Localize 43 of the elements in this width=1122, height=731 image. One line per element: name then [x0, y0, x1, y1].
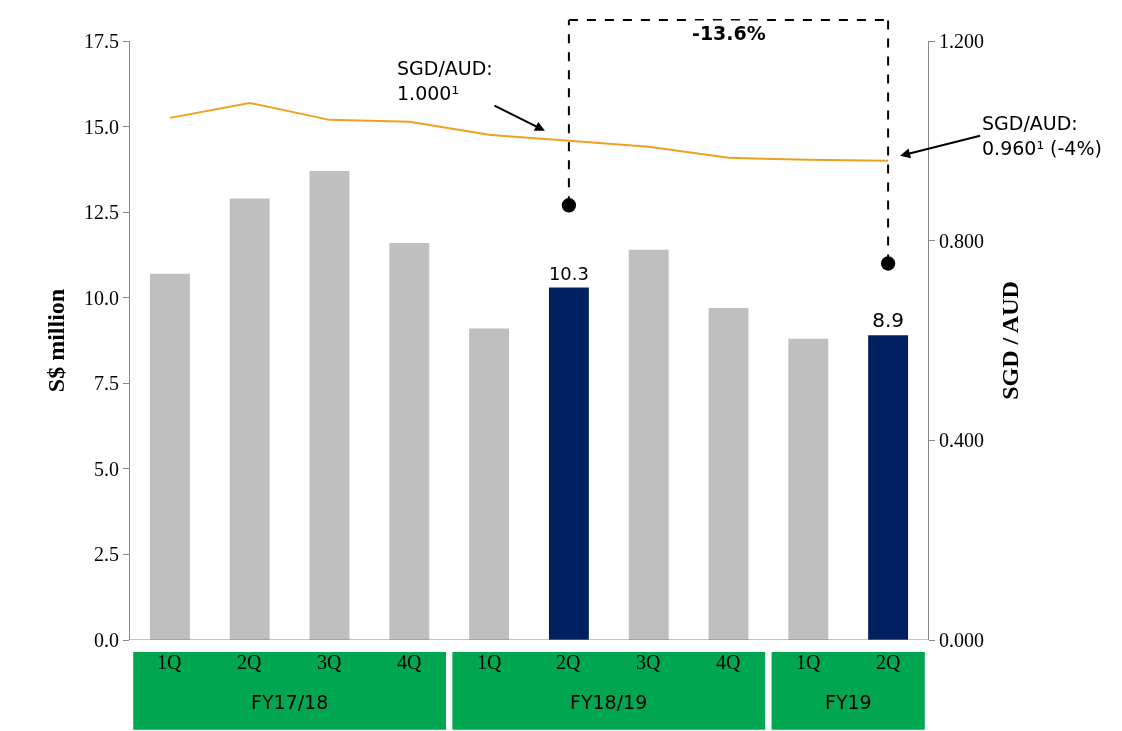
line-series — [168, 101, 890, 162]
bar — [389, 242, 430, 640]
text: SGD/AUD: 0.960¹ (-4%) — [982, 112, 1102, 159]
y-tick-label: 5.0 — [94, 457, 119, 480]
x-tick-label: 1Q — [157, 651, 182, 673]
y2-tick-label: 0.800 — [939, 229, 984, 252]
y-axis-title: S$ million — [43, 288, 70, 393]
data-label: 8.9 — [872, 308, 905, 333]
y-tick-label: 2.5 — [94, 543, 119, 566]
x-tick-label: 3Q — [636, 651, 661, 673]
bar — [149, 273, 190, 640]
bar — [868, 335, 909, 640]
x-tick-label: 1Q — [796, 651, 821, 673]
y-tick-label: 12.5 — [84, 201, 119, 224]
y2-axis-title: SGD / AUD — [997, 281, 1024, 400]
x-tick-label: 1Q — [477, 651, 502, 673]
bar — [708, 307, 749, 640]
bar — [229, 198, 270, 640]
text: FY19 — [825, 691, 872, 713]
y2-tick-label: 0.400 — [939, 429, 984, 452]
annotation: SGD/AUD: 1.000¹ — [397, 57, 493, 104]
x-tick-label: 2Q — [237, 651, 262, 673]
y2-tick-label: 0.000 — [939, 629, 984, 651]
y2-tick-label: 1.200 — [939, 30, 984, 52]
annotation: -13.6% — [692, 22, 766, 44]
x-tick-label: 4Q — [716, 651, 741, 673]
y-tick-label: 10.0 — [84, 286, 119, 309]
x-tick-label: 3Q — [317, 651, 342, 673]
data-label: 10.3 — [548, 262, 589, 284]
y-tick-label: 17.5 — [84, 30, 119, 52]
text: FY18/19 — [570, 691, 648, 713]
bar — [548, 287, 589, 640]
bar — [628, 249, 669, 640]
y-tick-label: 15.0 — [84, 115, 119, 138]
x-tick-label: 2Q — [556, 651, 581, 673]
y-tick-label: 0.0 — [94, 629, 119, 651]
x-tick-label: 2Q — [876, 651, 901, 673]
text: FY17/18 — [251, 691, 329, 713]
bar — [469, 328, 510, 640]
bar — [309, 171, 350, 640]
x-tick-label: 4Q — [397, 651, 422, 673]
y-tick-label: 7.5 — [94, 372, 119, 395]
bar — [788, 338, 829, 640]
